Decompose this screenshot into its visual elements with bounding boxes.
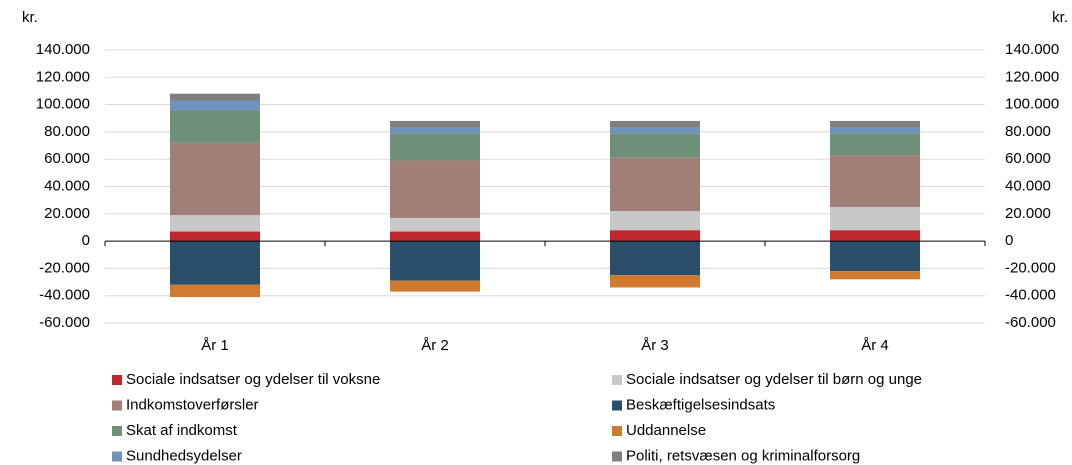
- bar-segment: [830, 230, 920, 242]
- y2-axis-label: kr.: [1052, 9, 1068, 26]
- y2-tick-label: 20.000: [1005, 205, 1051, 222]
- bar-segment: [170, 215, 260, 232]
- legend-swatch: [612, 426, 622, 436]
- bar-segment: [390, 217, 480, 232]
- y2-tick-label: 140.000: [1005, 41, 1059, 58]
- legend-label: Sociale indsatser og ydelser til børn og…: [626, 371, 922, 388]
- bar-segment: [610, 157, 700, 212]
- bar-segment: [390, 160, 480, 218]
- y2-tick-label: 0: [1005, 232, 1013, 249]
- bar-segment: [610, 241, 700, 276]
- legend-swatch: [112, 375, 122, 385]
- bar-segment: [390, 127, 480, 134]
- y-tick-label: -20.000: [39, 259, 90, 276]
- y-tick-label: -40.000: [39, 287, 90, 304]
- legend-swatch: [112, 426, 122, 436]
- legend-swatch: [612, 400, 622, 411]
- bar-segment: [610, 275, 700, 288]
- bar-segment: [830, 155, 920, 207]
- bar-segment: [170, 93, 260, 101]
- bar-segment: [610, 127, 700, 134]
- y2-tick-label: -40.000: [1005, 287, 1056, 304]
- y-tick-label: 0: [82, 232, 90, 249]
- bar-segment: [610, 133, 700, 158]
- legend-label: Sundhedsydelser: [126, 447, 242, 464]
- bar-segment: [390, 120, 480, 128]
- bar-segment: [390, 241, 480, 281]
- x-tick-label: År 2: [421, 337, 449, 354]
- bar-segment: [170, 284, 260, 298]
- legend-swatch: [112, 400, 122, 411]
- bar-segment: [610, 120, 700, 128]
- legend-swatch: [112, 451, 122, 462]
- legend-label: Beskæftigelsesindsats: [626, 396, 775, 413]
- legend-label: Politi, retsvæsen og kriminalforsorg: [626, 447, 860, 464]
- bar-segment: [610, 211, 700, 231]
- bar-segment: [390, 280, 480, 292]
- bar-segment: [170, 142, 260, 216]
- x-tick-label: År 4: [861, 337, 889, 354]
- legend-swatch: [612, 451, 622, 462]
- y2-tick-label: -20.000: [1005, 259, 1056, 276]
- legend-label: Uddannelse: [626, 422, 706, 439]
- y2-tick-label: 60.000: [1005, 150, 1051, 167]
- y2-tick-label: 80.000: [1005, 123, 1051, 140]
- y2-tick-label: 120.000: [1005, 68, 1059, 85]
- y-tick-label: 140.000: [36, 41, 90, 58]
- x-tick-label: År 3: [641, 337, 669, 354]
- bar-segment: [170, 110, 260, 143]
- bar-segment: [830, 133, 920, 156]
- bar-segment: [610, 230, 700, 242]
- y-tick-label: 80.000: [44, 123, 90, 140]
- y-axis-label: kr.: [22, 9, 38, 26]
- bar-segment: [830, 127, 920, 134]
- y-tick-label: -60.000: [39, 314, 90, 331]
- y-tick-label: 60.000: [44, 150, 90, 167]
- bar-segment: [170, 100, 260, 111]
- legend-label: Skat af indkomst: [126, 422, 238, 439]
- y-tick-label: 40.000: [44, 177, 90, 194]
- bar-segment: [170, 241, 260, 285]
- y-tick-label: 100.000: [36, 96, 90, 113]
- bar-segment: [390, 133, 480, 161]
- y2-tick-label: 100.000: [1005, 96, 1059, 113]
- x-tick-label: År 1: [201, 337, 229, 354]
- y2-tick-label: 40.000: [1005, 177, 1051, 194]
- bar-segment: [830, 206, 920, 231]
- y-tick-label: 20.000: [44, 205, 90, 222]
- bar-segment: [170, 231, 260, 242]
- y-tick-label: 120.000: [36, 68, 90, 85]
- legend-label: Indkomstoverførsler: [126, 396, 259, 413]
- legend-swatch: [612, 375, 622, 385]
- bar-segment: [390, 231, 480, 242]
- bar-segment: [830, 120, 920, 128]
- bar-segment: [830, 271, 920, 280]
- y2-tick-label: -60.000: [1005, 314, 1056, 331]
- bar-segment: [830, 241, 920, 272]
- legend-label: Sociale indsatser og ydelser til voksne: [126, 371, 380, 388]
